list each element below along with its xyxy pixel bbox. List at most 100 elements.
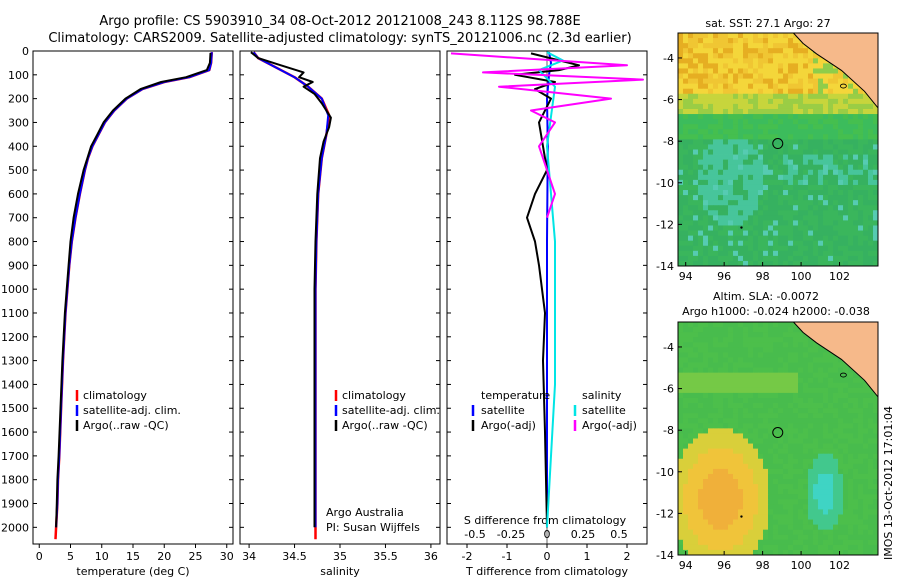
sst-map-cell [798, 190, 804, 196]
sst-map-cell [748, 179, 754, 186]
sst-map-cell [783, 63, 789, 69]
sst-map-cell [778, 108, 784, 115]
sla-map-cell [848, 413, 854, 419]
sst-map-cell [768, 154, 774, 161]
sla-map-cell [838, 428, 844, 434]
sst-map-cell [873, 114, 879, 120]
sla-map-cell [763, 342, 769, 348]
sla-map-cell [853, 413, 859, 419]
sla-map-cell [768, 423, 774, 429]
sst-map-cell [738, 174, 744, 181]
sla-map-cell [743, 519, 749, 526]
sst-map-cell [743, 184, 749, 191]
sst-map-cell [693, 53, 699, 59]
sst-map-cell [868, 200, 874, 206]
sla-map-cell [863, 544, 869, 551]
sst-map-cell [738, 93, 744, 100]
sla-map-cell [753, 362, 759, 368]
sst-map-cell [678, 98, 684, 105]
sst-map-cell [828, 225, 834, 231]
sla-map-cell [763, 352, 769, 358]
sst-map-cell [743, 245, 749, 252]
sla-map-cell [688, 448, 694, 455]
sst-map-cell [763, 225, 769, 231]
sla-map-cell [728, 448, 734, 455]
sla-map-cell [693, 423, 699, 429]
sst-map-cell [793, 134, 799, 140]
sst-map-cell [773, 250, 779, 257]
sst-map-cell [823, 260, 829, 267]
sst-map-cell [808, 88, 814, 95]
sst-map-cell [813, 210, 819, 216]
sla-map-cell [703, 509, 709, 515]
sla-map-cell [763, 433, 769, 439]
sla-map-cell [778, 418, 784, 424]
sla-map-cell [748, 509, 754, 515]
sla-map-cell [693, 484, 699, 490]
sst-map-cell [823, 210, 829, 216]
sla-map-cell [803, 504, 809, 510]
sla-map-cell [813, 443, 819, 450]
sla-map-cell [813, 408, 819, 414]
sst-map-cell [838, 250, 844, 257]
sla-map-cell [738, 448, 744, 455]
sst-map-cell [793, 260, 799, 267]
sst-map-cell [763, 119, 769, 125]
sst-map-cell [773, 129, 779, 135]
sst-map-cell [723, 154, 729, 161]
sst-map-cell [778, 149, 784, 155]
sla-map-cell [833, 514, 839, 520]
sla-map-cell [703, 433, 709, 439]
sst-map-cell [753, 235, 759, 242]
sst-map-cell [853, 149, 859, 155]
sla-map-cell [748, 382, 754, 389]
sla-map-cell [773, 392, 779, 399]
sla-map-cell [718, 514, 724, 520]
sla-map-cell [793, 387, 799, 394]
sla-map-cell [873, 509, 879, 515]
sst-map-cell [683, 119, 689, 125]
sst-map-cell [803, 245, 809, 252]
sla-map-cell [813, 494, 819, 500]
sst-map-cell [843, 240, 849, 247]
sst-map-cell [833, 240, 839, 247]
sla-map-cell [868, 479, 874, 485]
sla-map-cell [788, 453, 794, 460]
sst-map-cell [783, 93, 789, 100]
sla-map-cell [818, 443, 824, 450]
sla-map-cell [708, 524, 714, 531]
sst-map-cell [823, 78, 829, 85]
sla-map-cell [768, 529, 774, 536]
sla-map-cell [798, 367, 804, 374]
sst-map-cell [728, 230, 734, 237]
sla-map-cell [683, 337, 689, 343]
sla-map-cell [838, 473, 844, 480]
sla-map-cell [683, 494, 689, 500]
sst-map-cell [833, 103, 839, 110]
sst-map-cell [868, 210, 874, 216]
sla-map-cell [723, 489, 729, 495]
sst-map-cell [863, 245, 869, 252]
sst-map-cell [708, 93, 714, 100]
sla-map-cell [793, 337, 799, 343]
sst-map-cell [868, 260, 874, 267]
sla-map-cell [688, 544, 694, 551]
sla-map-cell [793, 382, 799, 389]
sla-map-cell [723, 413, 729, 419]
sst-map-cell [733, 73, 739, 79]
sla-map-cell [803, 458, 809, 465]
sst-map-cell [713, 78, 719, 85]
sst-map-cell [753, 164, 759, 171]
sst-map-cell [848, 124, 854, 130]
sla-map-cell [853, 534, 859, 541]
sla-map-cell [773, 362, 779, 368]
sla-map-cell [828, 489, 834, 495]
sla-map-cell [708, 428, 714, 434]
sst-map-cell [863, 215, 869, 221]
sst-map-cell [748, 33, 754, 39]
sla-map-cell [808, 387, 814, 394]
sst-map-cell [813, 245, 819, 252]
sst-map-cell [813, 103, 819, 110]
sst-map-cell [843, 200, 849, 206]
